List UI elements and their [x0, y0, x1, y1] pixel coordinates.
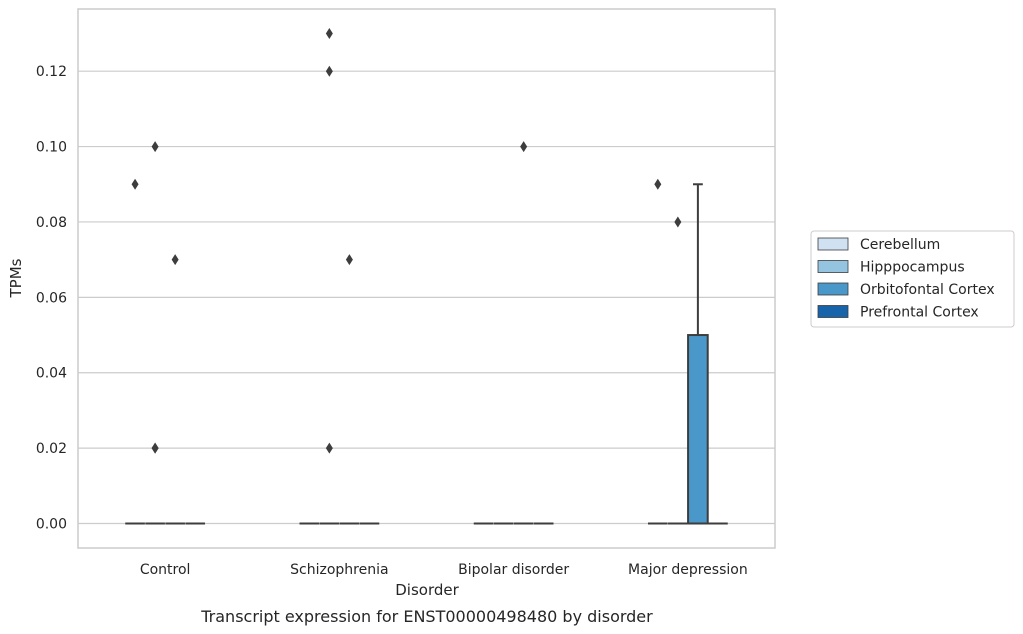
- x-axis-title: Disorder: [395, 581, 459, 599]
- y-tick-label: 0.00: [36, 517, 67, 533]
- x-tick-label: Bipolar disorder: [458, 562, 569, 578]
- outlier-point: [131, 178, 139, 190]
- y-tick-label: 0.04: [36, 366, 67, 382]
- box-group: [145, 141, 165, 525]
- x-tick-label: Control: [140, 562, 191, 578]
- legend-label: Prefrontal Cortex: [860, 305, 979, 321]
- outlier-point: [151, 442, 159, 454]
- x-tick-label: Major depression: [628, 562, 748, 578]
- x-tick-label: Schizophrenia: [290, 562, 388, 578]
- box-plot-marks: [125, 28, 728, 525]
- box-group: [687, 183, 709, 525]
- outlier-point: [654, 178, 662, 190]
- legend: Cerebellum Hipppocampus Orbitofontal Corte…: [810, 230, 1015, 328]
- box-group: [668, 216, 688, 525]
- box-group: [339, 254, 360, 525]
- box: [687, 334, 709, 525]
- box-group: [647, 178, 668, 525]
- legend-label: Cerebellum: [860, 237, 940, 253]
- legend-label: Orbitofontal Cortex: [860, 282, 995, 298]
- outlier-point: [325, 28, 333, 39]
- y-tick-label: 0.06: [36, 290, 67, 306]
- chart-caption: Transcript expression for ENST0000049848…: [200, 607, 653, 626]
- legend-swatch: [817, 237, 849, 251]
- box-group: [319, 28, 340, 525]
- y-tick-label: 0.08: [36, 215, 67, 231]
- legend-swatch: [817, 260, 849, 273]
- outlier-point: [345, 254, 353, 266]
- outlier-point: [325, 442, 333, 454]
- legend-swatch: [817, 305, 849, 318]
- outlier-point: [520, 141, 528, 153]
- outlier-point: [151, 141, 159, 153]
- gridlines: [78, 70, 775, 525]
- legend-frame: [810, 230, 1015, 328]
- box-group: [125, 178, 145, 525]
- y-tick-label: 0.02: [36, 441, 67, 457]
- y-tick-label: 0.12: [36, 64, 67, 80]
- y-axis-title: TPMs: [7, 258, 25, 298]
- legend-label: Hipppocampus: [860, 260, 965, 276]
- plot-area-frame: [77, 8, 776, 549]
- legend-swatch: [817, 282, 849, 296]
- box-group: [513, 141, 534, 525]
- y-tick-label: 0.10: [36, 140, 67, 156]
- x-axis-ticks: Control Schizophrenia Bipolar disorder Majo…: [140, 562, 748, 578]
- box-group: [165, 254, 185, 525]
- outlier-point: [171, 254, 179, 266]
- outlier-point: [674, 216, 682, 228]
- y-axis-ticks: 0.00 0.02 0.04 0.06 0.08 0.10 0.12: [36, 64, 67, 532]
- outlier-point: [325, 65, 333, 77]
